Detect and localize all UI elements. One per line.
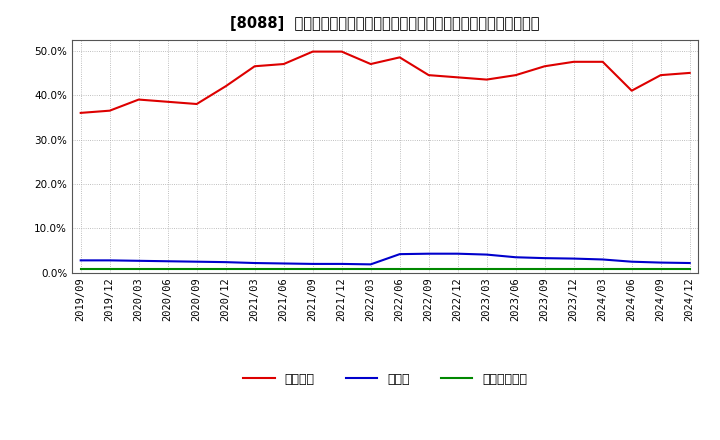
自己資本 bbox=[395, 55, 404, 60]
自己資本 bbox=[366, 62, 375, 67]
自己資本 bbox=[76, 110, 85, 116]
自己資本 bbox=[627, 88, 636, 93]
繰延税金資産 bbox=[308, 267, 317, 272]
のれん bbox=[598, 257, 607, 262]
のれん bbox=[541, 256, 549, 261]
のれん bbox=[135, 258, 143, 264]
のれん bbox=[511, 255, 520, 260]
繰延税金資産 bbox=[570, 267, 578, 272]
繰延税金資産 bbox=[598, 267, 607, 272]
繰延税金資産 bbox=[541, 267, 549, 272]
のれん bbox=[105, 258, 114, 263]
のれん bbox=[570, 256, 578, 261]
のれん bbox=[395, 252, 404, 257]
のれん bbox=[163, 259, 172, 264]
Line: のれん: のれん bbox=[81, 254, 690, 264]
自己資本 bbox=[338, 49, 346, 54]
のれん bbox=[221, 260, 230, 265]
繰延税金資産 bbox=[482, 267, 491, 272]
自己資本 bbox=[105, 108, 114, 114]
のれん bbox=[192, 259, 201, 264]
自己資本 bbox=[598, 59, 607, 64]
Line: 自己資本: 自己資本 bbox=[81, 51, 690, 113]
繰延税金資産 bbox=[221, 267, 230, 272]
のれん bbox=[627, 259, 636, 264]
自己資本 bbox=[511, 73, 520, 78]
のれん bbox=[308, 261, 317, 267]
のれん bbox=[76, 258, 85, 263]
繰延税金資産 bbox=[685, 267, 694, 272]
繰延税金資産 bbox=[366, 267, 375, 272]
繰延税金資産 bbox=[511, 267, 520, 272]
自己資本 bbox=[454, 75, 462, 80]
自己資本 bbox=[424, 73, 433, 78]
のれん bbox=[424, 251, 433, 257]
繰延税金資産 bbox=[192, 267, 201, 272]
繰延税金資産 bbox=[105, 267, 114, 272]
繰延税金資産 bbox=[163, 267, 172, 272]
Legend: 自己資本, のれん, 繰延税金資産: 自己資本, のれん, 繰延税金資産 bbox=[238, 368, 532, 391]
のれん bbox=[251, 260, 259, 266]
繰延税金資産 bbox=[338, 267, 346, 272]
繰延税金資産 bbox=[454, 267, 462, 272]
のれん bbox=[279, 261, 288, 266]
自己資本 bbox=[541, 64, 549, 69]
のれん bbox=[482, 252, 491, 257]
のれん bbox=[685, 260, 694, 266]
Title: [8088]  自己資本、のれん、繰延税金資産の総資産に対する比率の推移: [8088] 自己資本、のれん、繰延税金資産の総資産に対する比率の推移 bbox=[230, 16, 540, 32]
繰延税金資産 bbox=[135, 267, 143, 272]
自己資本 bbox=[163, 99, 172, 104]
繰延税金資産 bbox=[657, 267, 665, 272]
自己資本 bbox=[221, 84, 230, 89]
自己資本 bbox=[192, 101, 201, 106]
のれん bbox=[338, 261, 346, 267]
自己資本 bbox=[482, 77, 491, 82]
繰延税金資産 bbox=[279, 267, 288, 272]
のれん bbox=[454, 251, 462, 257]
自己資本 bbox=[570, 59, 578, 64]
自己資本 bbox=[685, 70, 694, 76]
のれん bbox=[657, 260, 665, 265]
自己資本 bbox=[135, 97, 143, 102]
のれん bbox=[366, 262, 375, 267]
自己資本 bbox=[251, 64, 259, 69]
繰延税金資産 bbox=[76, 267, 85, 272]
繰延税金資産 bbox=[424, 267, 433, 272]
自己資本 bbox=[279, 62, 288, 67]
自己資本 bbox=[657, 73, 665, 78]
繰延税金資産 bbox=[251, 267, 259, 272]
繰延税金資産 bbox=[395, 267, 404, 272]
繰延税金資産 bbox=[627, 267, 636, 272]
自己資本 bbox=[308, 49, 317, 54]
